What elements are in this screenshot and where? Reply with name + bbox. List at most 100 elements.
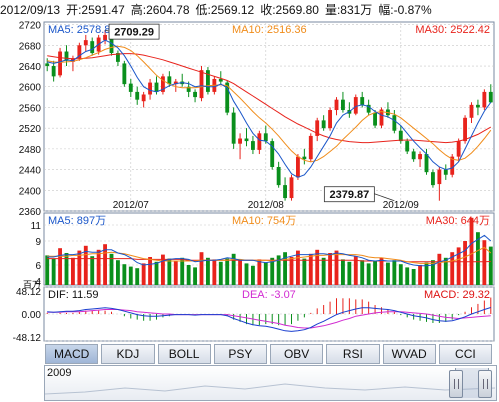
volume-bar	[418, 265, 422, 285]
volume-bar	[154, 261, 159, 285]
volume-bar	[193, 267, 197, 285]
candle-body	[206, 70, 210, 92]
candle-body	[296, 156, 300, 178]
candle-body	[225, 82, 230, 113]
volume-bar	[109, 253, 114, 285]
volume-bar	[379, 257, 384, 285]
volume-bar	[148, 257, 152, 285]
candle-body	[469, 104, 474, 118]
volume-bar	[90, 256, 95, 285]
date-tick-label: 2012/08	[248, 200, 285, 211]
candle-body	[238, 138, 242, 144]
price-tick-label: 2600	[19, 83, 42, 94]
ma5-legend: MA5: 2578.85	[48, 24, 117, 36]
volume-bar	[431, 260, 435, 285]
candle-body	[103, 34, 107, 41]
candle-body	[379, 109, 384, 126]
navigator-left-handle[interactable]	[449, 370, 463, 398]
volume-bar	[77, 250, 82, 285]
macd-tick-label: 0.00	[22, 310, 42, 321]
tab-rsi[interactable]: RSI	[326, 344, 380, 364]
quote-volume: 量:831万	[324, 3, 373, 17]
ma30-legend: MA30: 2522.42	[415, 24, 490, 36]
navigator-right-handle[interactable]	[478, 370, 492, 398]
volume-bar	[64, 253, 69, 285]
volume-ma30-legend: MA30: 644万	[426, 215, 490, 227]
navigator-sparkline	[45, 383, 496, 395]
macd-tick-label: -48.12	[13, 333, 42, 344]
volume-bar	[135, 268, 140, 285]
volume-bar	[334, 250, 339, 285]
price-tick-label: 2720	[19, 21, 42, 32]
tab-wvad[interactable]: WVAD	[382, 344, 436, 364]
volume-bar	[96, 249, 101, 285]
candle-body	[109, 34, 114, 54]
candle-body	[360, 97, 365, 105]
ma10-line	[47, 45, 492, 163]
candle-body	[122, 63, 127, 85]
volume-bar	[270, 257, 275, 285]
tab-boll[interactable]: BOLL	[157, 344, 211, 364]
high-annotation: 2709.29	[114, 27, 154, 39]
candle-body	[353, 97, 358, 114]
volume-bar	[289, 257, 294, 285]
volume-bar	[238, 260, 242, 285]
volume-bar	[103, 244, 107, 285]
volume-bar	[456, 247, 461, 285]
volume-bar	[443, 257, 448, 285]
annotation-box	[108, 23, 160, 40]
volume-bar	[161, 254, 165, 285]
volume-bar	[186, 265, 191, 285]
tab-kdj[interactable]: KDJ	[101, 344, 155, 364]
price-tick-label: 2440	[19, 166, 42, 177]
volume-bar	[392, 260, 397, 285]
candle-body	[418, 154, 422, 160]
annotation-box	[323, 186, 375, 203]
price-tick-label: 2560	[19, 103, 42, 114]
candle-body	[373, 112, 377, 126]
volume-bar	[206, 257, 210, 285]
volume-bar	[283, 252, 287, 285]
price-tick-label: 2360	[19, 207, 42, 218]
tab-obv[interactable]: OBV	[270, 344, 324, 364]
volume-bar	[411, 269, 416, 285]
candle-body	[276, 166, 281, 186]
candle-body	[308, 135, 313, 160]
candle-body	[116, 53, 120, 62]
ma30-line	[47, 53, 492, 144]
volume-bar	[386, 262, 390, 285]
candle-body	[431, 172, 435, 186]
volume-bar	[366, 263, 371, 285]
candle-body	[405, 141, 410, 152]
candle-body	[90, 41, 95, 54]
tab-macd[interactable]: MACD	[45, 344, 99, 364]
volume-bar	[405, 267, 410, 285]
volume-bar	[83, 245, 88, 285]
macd-legend: MACD: 29.32	[424, 289, 490, 301]
quote-date: 2012/09/13	[0, 3, 61, 17]
date-tick-label: 2012/07	[113, 200, 150, 211]
tab-cci[interactable]: CCI	[438, 344, 492, 364]
volume-bar	[128, 266, 133, 285]
volume-tick-label: 4	[35, 277, 41, 288]
candle-body	[476, 104, 480, 108]
volume-bar	[257, 259, 262, 285]
volume-ma5-legend: MA5: 897万	[48, 215, 106, 227]
candle-body	[443, 169, 448, 175]
candle-body	[186, 86, 191, 92]
candle-body	[58, 51, 62, 76]
volume-bar	[398, 264, 403, 285]
volume-bar	[45, 255, 50, 285]
candle-body	[231, 112, 236, 144]
quote-open: 开:2591.47	[66, 3, 125, 17]
volume-bar	[437, 253, 442, 285]
macd-tick-label: 48.12	[16, 287, 41, 298]
candle-body	[437, 169, 442, 185]
candle-body	[251, 141, 255, 150]
candle-body	[45, 63, 50, 67]
volume-bar	[116, 260, 120, 285]
candle-body	[199, 70, 204, 99]
volume-bar	[199, 252, 204, 285]
tab-psy[interactable]: PSY	[213, 344, 267, 364]
time-range-navigator[interactable]: 2009	[44, 365, 497, 401]
